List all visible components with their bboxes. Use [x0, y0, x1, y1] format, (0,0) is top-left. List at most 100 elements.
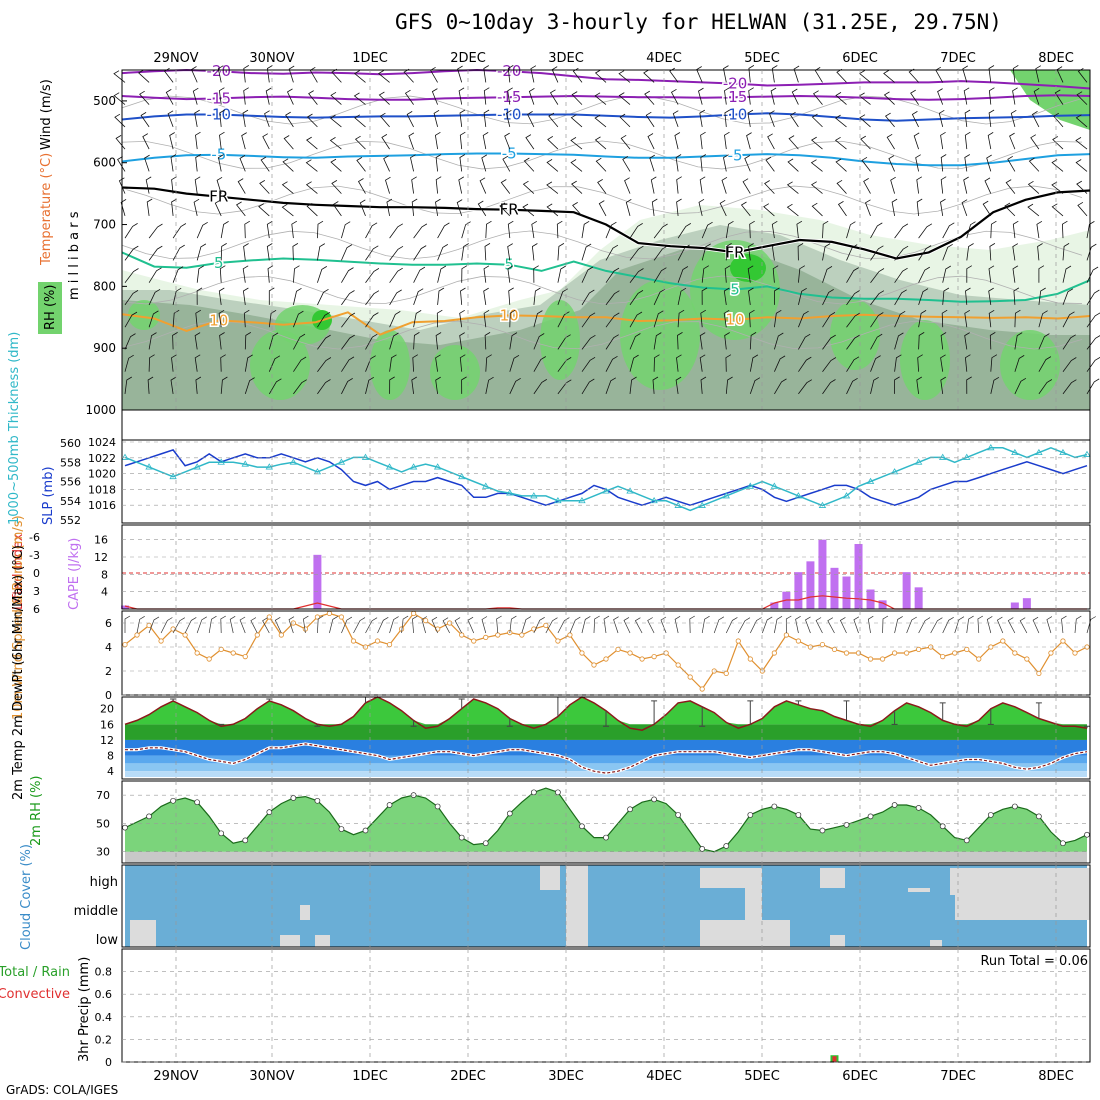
- wind-barb: [1005, 179, 1016, 194]
- wind-barb: [677, 244, 690, 261]
- sfc-wind-barb: [894, 616, 903, 634]
- sfc-wind-barb: [623, 617, 631, 634]
- wind-barb: [557, 243, 565, 261]
- wind-barb: [268, 378, 282, 395]
- rh2m-point: [146, 813, 152, 820]
- wind-barb: [846, 221, 856, 239]
- wind-barb: [124, 376, 133, 394]
- wind-barb: [292, 243, 299, 261]
- wind-speed-point: [615, 646, 621, 653]
- rh2m-tick: 50: [96, 817, 110, 830]
- sfc-wind-barb: [557, 617, 570, 634]
- wind-barb: [725, 354, 732, 372]
- wind-speed-point: [386, 641, 393, 648]
- wind-barb: [483, 87, 490, 105]
- wind-barb: [572, 67, 583, 83]
- wind-barb: [546, 203, 559, 217]
- wind-barb: [219, 109, 226, 127]
- wind-barb: [216, 176, 223, 194]
- temp-contour-label: -10: [497, 106, 522, 124]
- run-total: Run Total = 0.06: [980, 954, 1088, 969]
- wind-barb: [171, 354, 177, 372]
- wind-barb: [1037, 243, 1043, 261]
- wind-barb: [437, 265, 447, 283]
- cloud-level-low: low: [96, 933, 119, 948]
- wind-barb: [675, 376, 682, 394]
- wind-barb: [412, 354, 419, 372]
- wind-barb: [1038, 379, 1053, 395]
- wind-speed-point: [314, 614, 320, 620]
- wind-barb: [557, 334, 571, 350]
- wind-barb: [389, 223, 404, 239]
- wind-barb: [629, 245, 644, 261]
- precip-total-label: Total / Rain: [0, 965, 70, 980]
- wind-barb: [677, 287, 687, 305]
- precip-conv-label: Convective: [0, 987, 70, 1002]
- wind-barb: [1038, 287, 1046, 305]
- sfc-wind-barb: [341, 616, 353, 634]
- wind-speed-point: [879, 656, 886, 662]
- wind-speed-point: [242, 653, 248, 660]
- wind-barb: [266, 220, 273, 239]
- rh2m-point: [987, 812, 994, 818]
- wind-barb: [811, 113, 823, 128]
- wind-barb: [747, 265, 754, 283]
- wind-barb: [483, 309, 490, 328]
- wind-barb: [437, 222, 450, 239]
- cloud-clear: [566, 865, 588, 947]
- wind-barb: [724, 109, 731, 127]
- wind-barb: [653, 310, 664, 328]
- wind-barb: [459, 109, 466, 127]
- wind-barb: [620, 134, 631, 150]
- wind-speed-point: [940, 653, 946, 660]
- wind-barb: [653, 267, 667, 283]
- rh2m-point: [122, 824, 128, 831]
- wind-speed-point: [663, 650, 669, 656]
- wind-barb: [670, 88, 679, 105]
- wind-barb: [413, 288, 424, 306]
- wind-speed-point: [1000, 638, 1006, 644]
- wind-speed-point: [1060, 638, 1066, 644]
- temp-contour-label: -20: [497, 62, 522, 80]
- wind-speed-point: [134, 632, 140, 638]
- wind-barb: [940, 198, 946, 216]
- temp-contour-label: -10: [207, 106, 232, 124]
- wind-barb: [531, 220, 538, 239]
- wind-barb: [196, 243, 207, 261]
- ua-y-tick: 600: [93, 156, 116, 170]
- wind-speed-point: [855, 650, 862, 656]
- thickness-point: [602, 487, 610, 494]
- wind-barb: [483, 265, 490, 283]
- wind-barb: [385, 176, 391, 194]
- wind-speed-point: [699, 686, 705, 692]
- wind-barb: [1012, 243, 1019, 261]
- thickness-point: [1035, 448, 1043, 456]
- maxmin-tick: [795, 700, 802, 705]
- wind-barb: [984, 177, 992, 194]
- sfc-wind-barb: [569, 616, 581, 634]
- wind-barb: [629, 268, 644, 283]
- wind-barb: [962, 65, 969, 83]
- thickness-tick: 560: [60, 437, 81, 450]
- wind-barb: [870, 245, 884, 261]
- wind-barb: [460, 287, 466, 305]
- temp-tick: 8: [107, 750, 114, 763]
- temp-contour-label: 5: [504, 256, 514, 274]
- wind-barb: [265, 87, 272, 105]
- wind-barb: [964, 309, 971, 328]
- temp-tick: 4: [107, 765, 114, 778]
- wind-barb: [942, 287, 950, 305]
- wind-barb: [791, 88, 799, 105]
- wind-barb: [605, 244, 619, 261]
- sfc-wind-barb: [208, 615, 217, 634]
- wind-barb: [266, 65, 273, 83]
- sfc-wind-barb: [713, 616, 725, 634]
- wind-barb: [171, 198, 177, 216]
- wind-barb: [533, 287, 541, 305]
- wind-barb: [798, 310, 809, 328]
- precip-conv-bar: [832, 1056, 837, 1062]
- wind-barb: [894, 354, 902, 372]
- temp-contour-label: -10: [723, 106, 748, 124]
- wind-barb: [459, 154, 466, 172]
- wind-speed-point: [1072, 650, 1078, 656]
